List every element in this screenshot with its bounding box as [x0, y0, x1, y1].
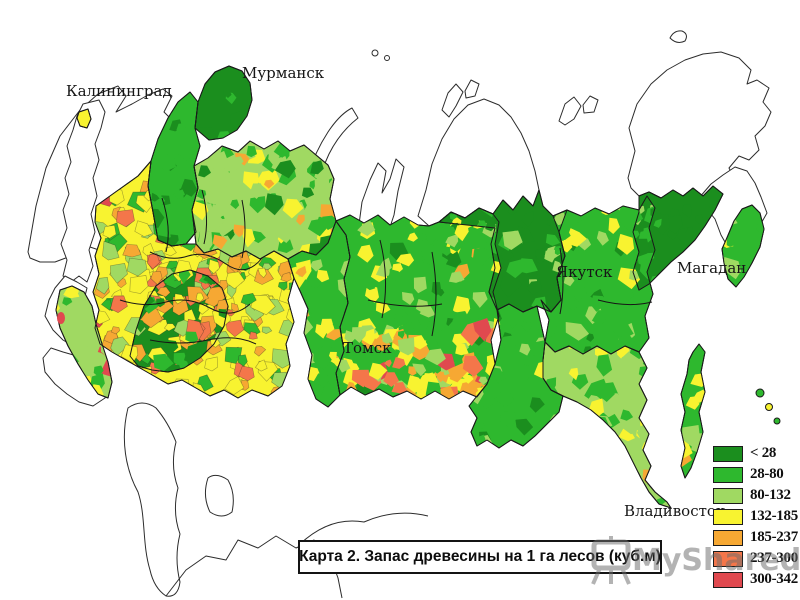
- legend-label: 185-237: [750, 529, 798, 545]
- severnaya-zemlya-2: [464, 79, 480, 99]
- region-borders: [55, 65, 765, 509]
- city-label-vladivostok: Владивосток: [624, 502, 726, 520]
- legend-swatch: [713, 466, 743, 483]
- legend: < 28 28-80 80-132 132-185 185-237 237-300 300-…: [713, 443, 798, 590]
- kuril-island-2: [765, 403, 773, 411]
- severnaya-zemlya-1: [441, 83, 464, 118]
- kuril-island-3: [773, 417, 781, 425]
- city-label-tomsk: Томск: [343, 339, 392, 357]
- legend-item: 237-300: [713, 548, 798, 569]
- arctic-island-dot-2: [384, 55, 390, 61]
- region-border: [438, 189, 568, 313]
- legend-label: 28-80: [750, 466, 784, 482]
- legend-item: 80-132: [713, 485, 798, 506]
- kuril-island-1: [755, 388, 765, 398]
- region-border: [680, 343, 706, 479]
- region-border: [194, 65, 253, 141]
- legend-swatch: [713, 550, 743, 567]
- region-baltics: [60, 99, 106, 283]
- legend-swatch: [713, 529, 743, 546]
- legend-item: < 28: [713, 443, 798, 464]
- map-caption-text: Карта 2. Запас древесины на 1 га лесов (…: [299, 548, 661, 565]
- region-border: [129, 269, 229, 373]
- map-caption: Карта 2. Запас древесины на 1 га лесов (…: [298, 540, 662, 574]
- new-siberian-islands-2: [582, 95, 599, 114]
- legend-swatch: [713, 487, 743, 504]
- city-label-murmansk: Мурманск: [242, 64, 325, 82]
- region-border: [76, 108, 92, 129]
- region-border: [191, 140, 337, 260]
- arctic-island-dot-1: [371, 49, 379, 57]
- region-border: [632, 185, 724, 291]
- wrangel-island: [669, 30, 687, 43]
- legend-swatch: [713, 571, 743, 588]
- caspian-sea-outline: [123, 402, 181, 597]
- mongolia-china-border: [299, 512, 429, 545]
- legend-swatch: [713, 445, 743, 462]
- legend-item: 185-237: [713, 527, 798, 548]
- legend-label: 132-185: [750, 508, 798, 524]
- legend-label: 237-300: [750, 550, 798, 566]
- legend-swatch: [713, 508, 743, 525]
- legend-label: 300-342: [750, 571, 798, 587]
- region-high-value-spot: [57, 312, 65, 324]
- legend-item: 300-342: [713, 569, 798, 590]
- region-border: [721, 204, 765, 288]
- region-border: [55, 285, 113, 399]
- legend-item: 28-80: [713, 464, 798, 485]
- aral-sea-outline: [204, 474, 234, 517]
- new-siberian-islands-1: [558, 96, 582, 126]
- city-label-yakutsk: Якутск: [556, 263, 613, 281]
- legend-label: < 28: [750, 445, 777, 461]
- legend-item: 132-185: [713, 506, 798, 527]
- city-label-kaliningrad: Калининград: [66, 82, 172, 100]
- city-label-magadan: Магадан: [677, 259, 747, 277]
- legend-label: 80-132: [750, 487, 791, 503]
